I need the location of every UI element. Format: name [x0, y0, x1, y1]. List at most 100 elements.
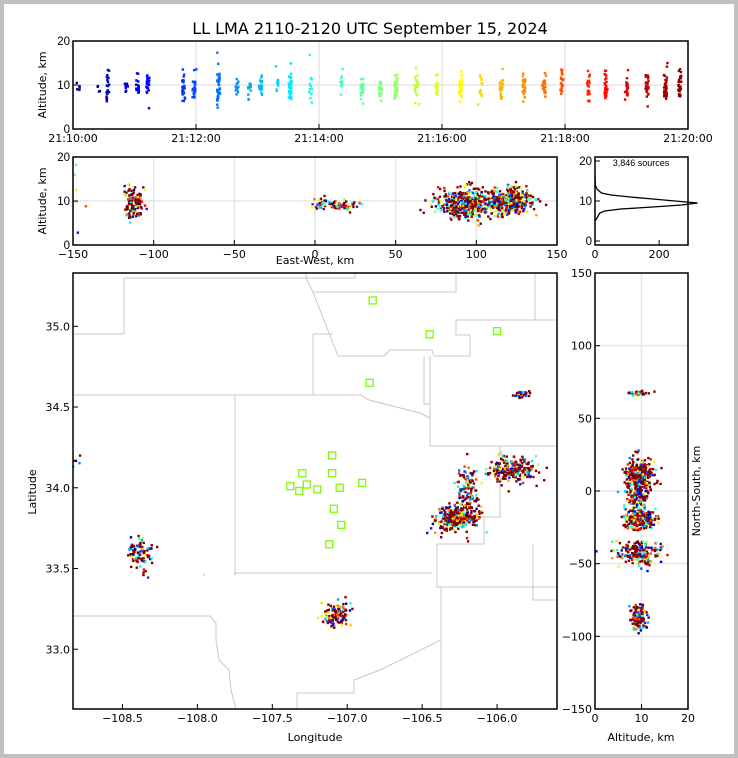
source-point — [443, 210, 446, 214]
source-point — [524, 394, 528, 397]
source-point — [506, 207, 510, 210]
source-point — [527, 197, 530, 201]
source-point — [453, 515, 457, 519]
source-point — [629, 391, 633, 395]
source-point — [448, 528, 452, 531]
source-point — [642, 510, 645, 514]
source-point — [634, 470, 638, 474]
source-point — [478, 199, 481, 203]
source-point — [543, 87, 546, 91]
source-point — [461, 501, 464, 505]
source-point — [435, 83, 439, 87]
source-point — [499, 451, 502, 454]
source-point — [133, 208, 137, 211]
source-point — [462, 195, 465, 199]
source-point — [339, 93, 342, 96]
source-point — [543, 479, 546, 482]
source-point — [630, 609, 633, 612]
source-point — [324, 610, 327, 613]
source-point — [463, 512, 466, 515]
source-point — [666, 61, 669, 65]
source-point — [361, 84, 364, 87]
source-point — [333, 615, 337, 619]
source-point — [531, 203, 534, 206]
source-point — [512, 195, 515, 198]
source-point — [107, 76, 110, 80]
source-point — [472, 482, 476, 485]
source-point — [488, 466, 492, 470]
source-point — [650, 521, 653, 524]
source-point — [526, 475, 529, 479]
source-point — [436, 82, 439, 85]
source-point — [638, 467, 641, 471]
source-point — [640, 617, 643, 620]
source-point — [466, 508, 469, 511]
source-point — [635, 554, 638, 557]
source-point — [506, 194, 510, 197]
source-point — [588, 81, 591, 85]
source-point — [641, 626, 644, 630]
source-point — [471, 497, 474, 501]
source-point — [665, 94, 668, 97]
source-point — [643, 504, 646, 507]
source-point — [470, 201, 473, 204]
source-point — [329, 604, 332, 608]
source-point — [96, 85, 99, 88]
source-point — [491, 196, 494, 199]
source-point — [501, 215, 504, 219]
source-point — [640, 461, 643, 464]
source-point — [437, 200, 441, 203]
source-point — [436, 93, 439, 96]
source-point — [646, 514, 649, 517]
source-point — [629, 502, 633, 506]
source-point — [653, 482, 656, 486]
source-point — [126, 205, 129, 209]
source-point — [331, 202, 334, 206]
source-point — [342, 617, 345, 620]
source-point — [247, 98, 250, 101]
source-point — [506, 468, 509, 471]
source-point — [645, 626, 649, 629]
source-point — [413, 84, 417, 87]
source-point — [504, 474, 508, 478]
source-point — [396, 82, 399, 86]
source-point — [470, 202, 474, 206]
source-point — [456, 511, 459, 515]
source-point — [458, 100, 461, 104]
source-point — [645, 88, 649, 92]
source-point — [587, 89, 591, 93]
source-point — [455, 509, 458, 512]
source-point — [442, 208, 445, 212]
source-point — [340, 77, 343, 80]
source-point — [439, 209, 442, 213]
source-point — [450, 511, 454, 514]
source-point — [588, 73, 591, 76]
station-marker — [302, 480, 311, 489]
source-point — [479, 197, 482, 200]
source-point — [656, 548, 659, 551]
source-point — [646, 476, 650, 480]
source-point — [145, 207, 148, 211]
source-point — [637, 499, 641, 503]
source-point — [413, 87, 417, 91]
source-point — [638, 626, 641, 629]
source-point — [453, 216, 456, 219]
source-point — [640, 510, 643, 514]
source-point — [623, 554, 627, 558]
source-point — [642, 466, 645, 469]
source-point — [379, 82, 383, 86]
source-point — [474, 494, 478, 497]
source-point — [514, 469, 517, 473]
source-point — [470, 516, 474, 519]
source-point — [514, 473, 518, 476]
source-point — [474, 191, 478, 195]
source-point — [330, 624, 333, 628]
source-point — [459, 489, 463, 492]
source-point — [485, 210, 488, 214]
x-tick-label: −100 — [139, 248, 169, 261]
source-point — [130, 200, 133, 203]
source-point — [456, 203, 460, 206]
source-point — [436, 198, 440, 201]
source-point — [439, 205, 442, 208]
source-point — [460, 513, 464, 517]
